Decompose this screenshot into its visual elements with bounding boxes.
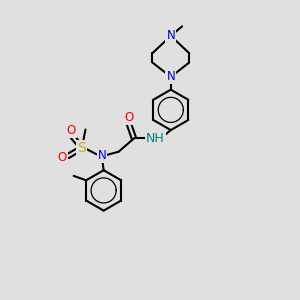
Text: S: S — [78, 141, 86, 155]
Text: O: O — [58, 151, 67, 164]
Text: N: N — [167, 29, 175, 42]
Text: N: N — [98, 149, 106, 162]
Text: O: O — [124, 111, 133, 124]
Text: NH: NH — [146, 132, 165, 145]
Text: N: N — [167, 70, 175, 83]
Text: O: O — [66, 124, 76, 136]
